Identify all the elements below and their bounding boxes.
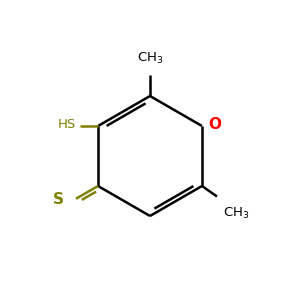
Text: CH$_3$: CH$_3$	[137, 51, 163, 66]
Text: HS: HS	[57, 118, 76, 131]
Text: CH$_3$: CH$_3$	[223, 206, 249, 220]
Text: S: S	[53, 192, 64, 207]
Text: O: O	[208, 117, 222, 132]
